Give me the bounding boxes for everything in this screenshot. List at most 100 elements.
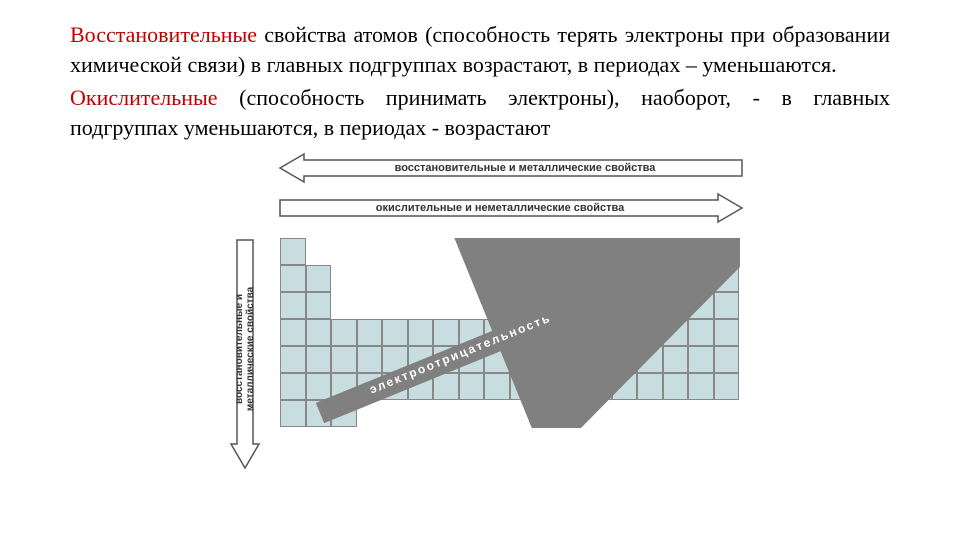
grid-cell xyxy=(459,265,485,292)
grid-cell xyxy=(459,319,485,346)
grid-cell xyxy=(510,373,536,400)
grid-cell xyxy=(459,292,485,319)
grid-cell xyxy=(535,346,561,373)
grid-cell xyxy=(612,319,638,346)
grid-cell xyxy=(280,346,306,373)
grid-cell xyxy=(510,319,536,346)
grid-cell xyxy=(331,373,357,400)
grid-cell xyxy=(663,238,689,265)
grid-cell xyxy=(561,346,587,373)
grid-cell xyxy=(561,319,587,346)
grid-cell xyxy=(637,265,663,292)
grid-cell xyxy=(357,238,383,265)
grid-cell xyxy=(357,292,383,319)
grid-cell xyxy=(688,400,714,427)
grid-cell xyxy=(612,373,638,400)
grid-cell xyxy=(561,265,587,292)
grid-cell xyxy=(433,319,459,346)
grid-cell xyxy=(382,292,408,319)
grid-cell xyxy=(306,346,332,373)
paragraph-2: Окислительные (способность принимать эле… xyxy=(70,83,890,142)
grid-cell xyxy=(306,265,332,292)
grid-cell xyxy=(484,346,510,373)
left-arrow-down: восстановительные и металлические свойст… xyxy=(230,238,260,468)
grid-cell xyxy=(357,373,383,400)
grid-cell xyxy=(433,265,459,292)
grid-cell xyxy=(331,400,357,427)
grid-cell xyxy=(535,373,561,400)
grid-cell xyxy=(306,319,332,346)
paragraph-1: Восстановительные свойства атомов (спосо… xyxy=(70,20,890,79)
grid-cell xyxy=(612,346,638,373)
grid-cell xyxy=(459,346,485,373)
grid-cell xyxy=(663,373,689,400)
grid-cell xyxy=(586,319,612,346)
grid-cell xyxy=(459,373,485,400)
grid-cell xyxy=(280,319,306,346)
grid-cell xyxy=(331,265,357,292)
grid-cell xyxy=(714,319,740,346)
grid-cell xyxy=(561,238,587,265)
grid-cell xyxy=(510,400,536,427)
periodic-table-grid xyxy=(280,238,739,427)
highlight-1: Восстановительные xyxy=(70,22,257,47)
grid-cell xyxy=(306,292,332,319)
grid-cell xyxy=(535,265,561,292)
grid-cell xyxy=(408,238,434,265)
grid-cell xyxy=(510,292,536,319)
grid-cell xyxy=(688,346,714,373)
grid-cell xyxy=(433,400,459,427)
grid-cell xyxy=(357,346,383,373)
grid-cell xyxy=(586,265,612,292)
grid-cell xyxy=(306,238,332,265)
grid-cell xyxy=(714,238,740,265)
grid-cell xyxy=(637,400,663,427)
grid-cell xyxy=(714,346,740,373)
grid-cell xyxy=(357,400,383,427)
grid-cell xyxy=(586,373,612,400)
grid-cell xyxy=(663,265,689,292)
grid-cell xyxy=(688,319,714,346)
grid-cell xyxy=(280,400,306,427)
grid-cell xyxy=(663,292,689,319)
grid-cell xyxy=(331,238,357,265)
grid-cell xyxy=(484,292,510,319)
grid-cell xyxy=(561,400,587,427)
grid-cell xyxy=(459,238,485,265)
grid-cell xyxy=(535,400,561,427)
grid-cell xyxy=(408,400,434,427)
grid-cell xyxy=(433,346,459,373)
grid-cell xyxy=(408,346,434,373)
grid-cell xyxy=(484,400,510,427)
grid-cell xyxy=(510,238,536,265)
grid-cell xyxy=(408,265,434,292)
grid-cell xyxy=(357,265,383,292)
grid-cell xyxy=(663,319,689,346)
grid-cell xyxy=(408,292,434,319)
grid-cell xyxy=(586,238,612,265)
grid-cell xyxy=(510,346,536,373)
grid-cell xyxy=(433,238,459,265)
grid-cell xyxy=(535,319,561,346)
grid-cell xyxy=(510,265,536,292)
grid-cell xyxy=(612,292,638,319)
grid-cell xyxy=(612,400,638,427)
grid-cell xyxy=(306,373,332,400)
grid-cell xyxy=(408,373,434,400)
grid-cell xyxy=(637,292,663,319)
grid-cell xyxy=(688,373,714,400)
grid-cell xyxy=(280,265,306,292)
grid-cell xyxy=(535,238,561,265)
grid-cell xyxy=(637,373,663,400)
grid-cell xyxy=(382,400,408,427)
highlight-2: Окислительные xyxy=(70,85,218,110)
grid-cell xyxy=(382,265,408,292)
grid-cell xyxy=(433,373,459,400)
grid-cell xyxy=(714,400,740,427)
grid-cell xyxy=(688,238,714,265)
grid-cell xyxy=(637,319,663,346)
grid-cell xyxy=(306,400,332,427)
grid-cell xyxy=(280,373,306,400)
top-right-arrow-label: окислительные и неметаллические свойства xyxy=(285,202,715,214)
left-down-arrow-label: восстановительные и металлические свойст… xyxy=(234,244,256,454)
